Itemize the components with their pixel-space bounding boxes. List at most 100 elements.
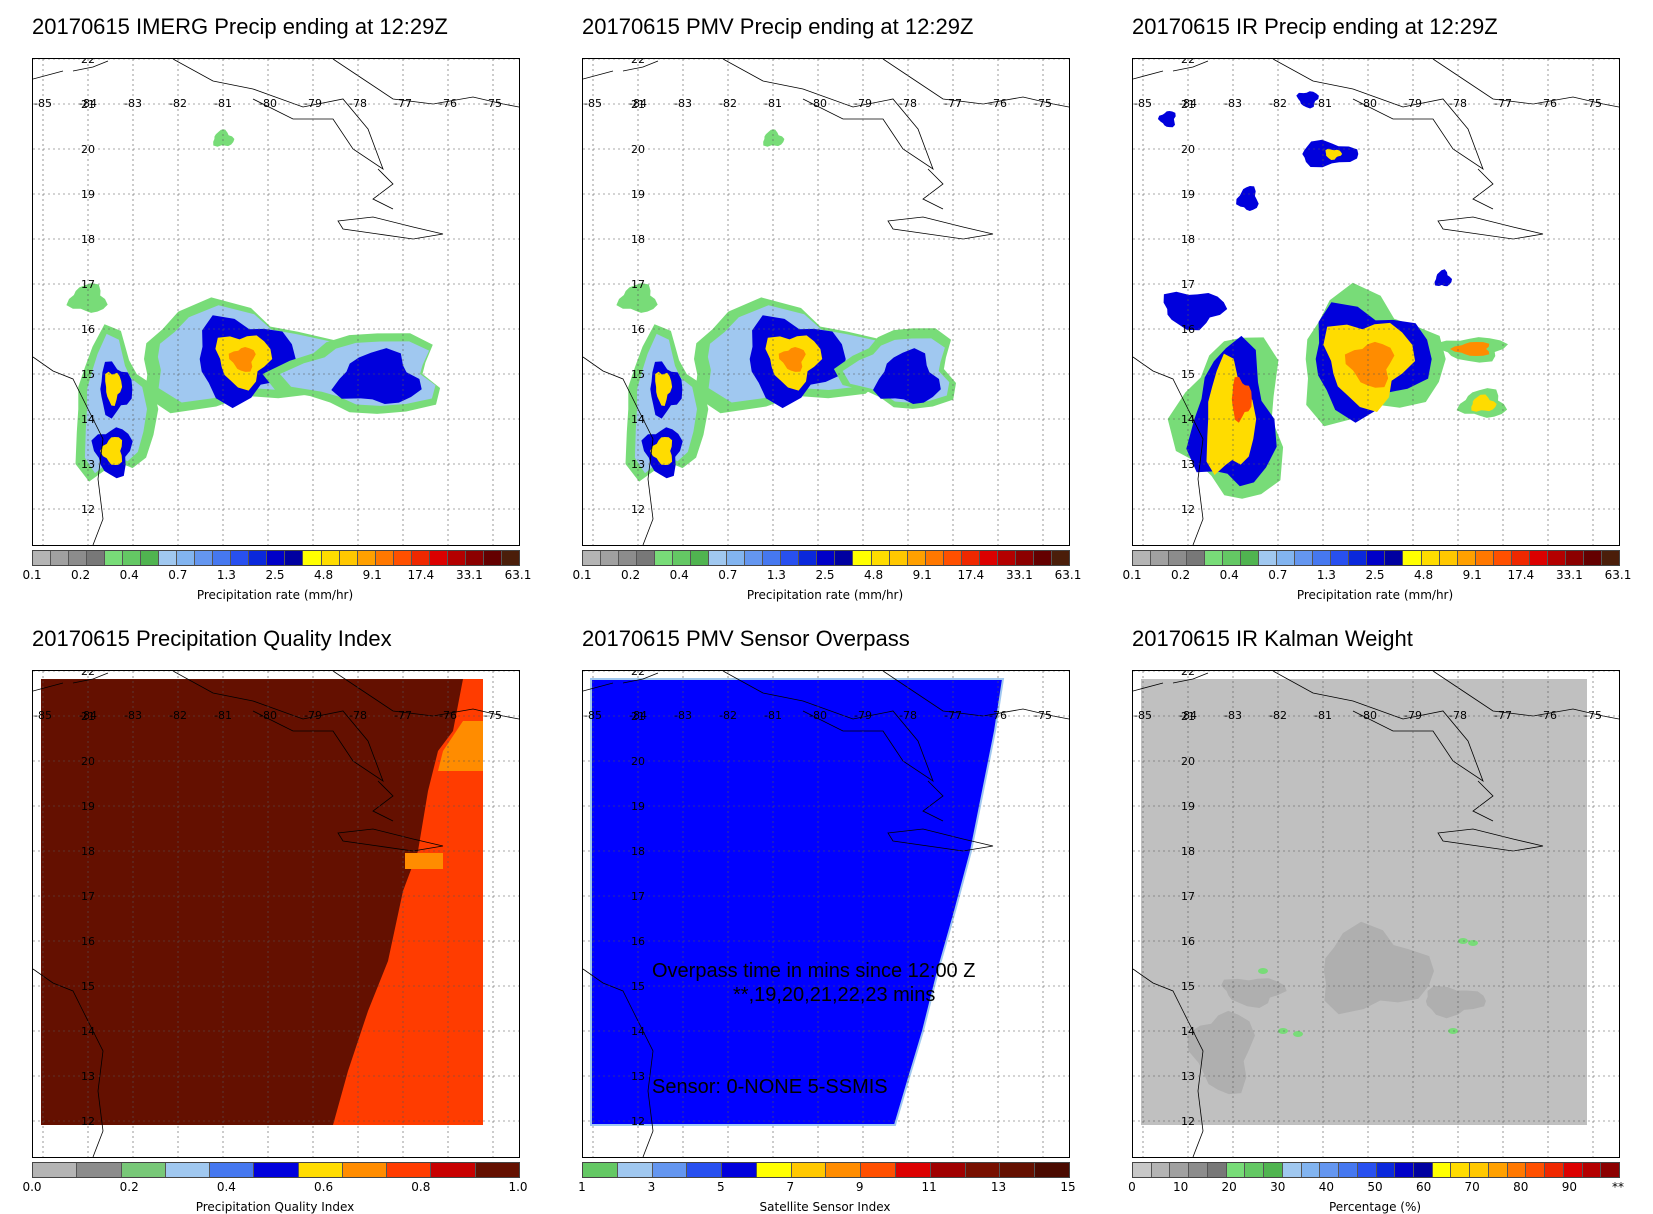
colorbar-tick-label: 33.1 <box>1556 568 1583 582</box>
colorbar-swatch <box>1170 1163 1190 1177</box>
colorbar-tick-label: 0.0 <box>22 1180 42 1194</box>
lat-label: 17 <box>1181 890 1195 903</box>
colorbar-swatch <box>1226 1163 1246 1177</box>
colorbar-tick-label: 0.4 <box>669 568 689 582</box>
colorbar-tick-label: 3 <box>647 1180 656 1194</box>
colorbar-swatch <box>817 551 836 565</box>
coastline <box>722 59 934 171</box>
panel-ir-kalman-weight: 20170615 IR Kalman Weight -85 -84 -83 -82 -8… <box>1100 612 1640 1214</box>
colorbar-swatch <box>1439 551 1458 565</box>
lat-label: 16 <box>1181 935 1195 948</box>
colorbar-swatch <box>652 1163 688 1177</box>
colorbar-tick-label: 0.2 <box>621 568 641 582</box>
colorbar <box>1132 550 1620 566</box>
colorbar-tick-label: 0.2 <box>1171 568 1191 582</box>
colorbar-tick-label: 9 <box>855 1180 864 1194</box>
colorbar-tick-label: 0.7 <box>1268 568 1288 582</box>
lon-label: -77 <box>394 709 412 722</box>
colorbar-swatch <box>87 551 106 565</box>
colorbar-ticks: 0.1 0.2 0.4 0.7 1.3 2.5 4.8 9.1 17.4 33.1 63.1 <box>22 568 531 584</box>
colorbar-tick-label: 40 <box>1318 1180 1335 1194</box>
lon-label: -80 <box>809 709 827 722</box>
lat-label: 20 <box>81 143 95 156</box>
colorbar-swatch <box>475 1163 519 1177</box>
coastline <box>583 60 659 80</box>
colorbar-swatch <box>1189 1163 1208 1177</box>
colorbar-unit: Percentage (%) <box>1328 1200 1422 1214</box>
kalman-spot <box>1293 1031 1303 1037</box>
colorbar-swatch <box>961 551 980 565</box>
colorbar-swatch <box>637 551 656 565</box>
precip-cell <box>1471 394 1497 412</box>
lon-label: -76 <box>439 709 457 722</box>
lat-label: 17 <box>631 278 645 291</box>
precip-cell <box>331 348 422 404</box>
colorbar-swatch <box>1133 551 1152 565</box>
coastline <box>1272 671 1484 783</box>
panel-title: 20170615 PMV Sensor Overpass <box>582 626 910 651</box>
colorbar-swatch <box>177 551 196 565</box>
colorbar-swatch <box>1205 551 1224 565</box>
lon-label: -83 <box>124 97 142 110</box>
lon-label: -84 <box>1179 97 1197 110</box>
colorbar <box>32 550 520 566</box>
colorbar-tick-label: 0.7 <box>168 568 188 582</box>
colorbar-swatch <box>745 551 764 565</box>
precip-cell <box>66 283 108 313</box>
lon-label: -85 <box>584 709 602 722</box>
map-canvas: -85 -84 -83 -82 -81 -80 -79 -78 -77 -76 -75 12 13 14 1… <box>583 59 1069 545</box>
colorbar-tick-label: 17.4 <box>407 568 435 582</box>
colorbar-tick-label: 0.1 <box>572 568 592 582</box>
lon-label: -81 <box>1314 709 1332 722</box>
lat-label: 18 <box>1181 845 1195 858</box>
coastline <box>887 216 994 240</box>
colorbar-swatch <box>1529 551 1548 565</box>
colorbar-tick-label: 5 <box>717 1180 725 1194</box>
colorbar-ticks: 1 3 5 7 9 11 13 15 <box>578 1180 1075 1196</box>
colorbar-unit: Precipitation Quality Index <box>195 1200 355 1214</box>
colorbar-swatch <box>77 1163 122 1177</box>
lat-label: 12 <box>81 1115 95 1128</box>
colorbar-tick-label: 0.4 <box>1219 568 1239 582</box>
colorbar-swatch <box>298 1163 343 1177</box>
colorbar-swatch <box>1295 551 1314 565</box>
colorbar-swatch <box>673 551 692 565</box>
colorbar-tick-label: 9.1 <box>1462 568 1482 582</box>
precip-cell <box>228 347 256 372</box>
coastline <box>33 60 109 80</box>
lon-label: -80 <box>259 97 277 110</box>
colorbar-swatch <box>375 551 394 565</box>
kalman-spot <box>1468 940 1478 946</box>
lon-label: -85 <box>1134 709 1152 722</box>
lon-label: -81 <box>214 709 232 722</box>
colorbar-tick-label: 0.4 <box>119 568 139 582</box>
lon-label: -78 <box>349 709 367 722</box>
lon-label: -84 <box>629 97 647 110</box>
colorbar-swatch <box>781 551 800 565</box>
colorbar-swatch <box>231 551 250 565</box>
colorbar-swatch <box>303 551 322 565</box>
colorbar-swatch <box>1241 551 1260 565</box>
lat-label: 17 <box>81 890 95 903</box>
lon-label: -77 <box>1494 97 1512 110</box>
colorbar-swatch <box>1582 1163 1602 1177</box>
lat-label: 13 <box>1181 458 1195 471</box>
lat-label: 14 <box>631 1025 645 1038</box>
colorbar-swatch <box>1331 551 1350 565</box>
lat-label: 12 <box>81 503 95 516</box>
colorbar-swatch <box>1367 551 1386 565</box>
lon-label: -79 <box>854 709 872 722</box>
colorbar-swatch <box>907 551 926 565</box>
colorbar-tick-label: 80 <box>1513 1180 1529 1194</box>
lon-label: -78 <box>1449 97 1467 110</box>
lon-label: -79 <box>304 709 322 722</box>
lat-label: 19 <box>81 188 95 201</box>
coastline <box>1272 59 1484 171</box>
coastline <box>1437 216 1544 240</box>
colorbar-swatch <box>165 1163 211 1177</box>
colorbar-swatch <box>1264 1163 1283 1177</box>
lon-label: -80 <box>809 97 827 110</box>
lon-label: -80 <box>1359 97 1377 110</box>
colorbar-swatch <box>210 1163 255 1177</box>
lon-label: -84 <box>79 709 97 722</box>
